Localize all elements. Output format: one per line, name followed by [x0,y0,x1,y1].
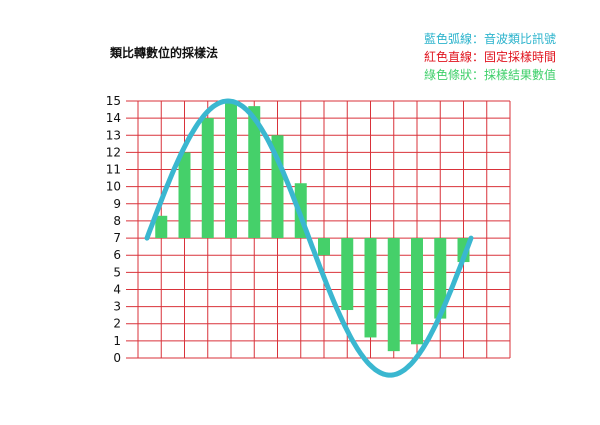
sample-bar [364,238,377,338]
y-tick-label: 10 [106,180,121,194]
y-tick-label: 2 [113,317,121,331]
sample-bar [155,215,168,239]
sample-bar [411,238,423,345]
y-tick-label: 8 [113,214,121,228]
y-tick-label: 0 [113,351,121,365]
sample-bar [248,106,261,239]
legend: 藍色弧線：音波類比訊號 紅色直線：固定採樣時間 綠色條狀：採樣結果數值 [424,30,556,84]
sample-bar [178,152,191,239]
diagram-title: 類比轉數位的採樣法 [110,46,219,60]
y-tick-label: 3 [113,300,121,314]
legend-grid: 紅色直線：固定採樣時間 [423,50,556,64]
sample-bar [434,238,447,319]
sample-bar [201,118,214,239]
y-tick-label: 1 [113,334,121,348]
sample-bar [387,238,400,352]
y-tick-label: 13 [106,128,121,142]
y-tick-label: 9 [113,197,121,211]
y-tick-label: 14 [106,111,121,125]
y-tick-label: 4 [113,282,121,296]
legend-bars: 綠色條狀：採樣結果數值 [423,68,556,82]
y-tick-label: 12 [106,145,121,159]
sample-bars [155,101,470,352]
analog-wave-curve [144,98,474,378]
sample-bar [341,238,354,311]
sample-bar [318,238,330,256]
sample-bar [225,101,237,239]
legend-curve: 藍色弧線：音波類比訊號 [423,32,556,46]
y-tick-label: 6 [113,248,121,262]
y-tick-label: 7 [113,231,121,245]
y-tick-label: 15 [106,94,121,108]
y-tick-label: 11 [106,163,121,177]
y-tick-label: 5 [113,265,121,279]
